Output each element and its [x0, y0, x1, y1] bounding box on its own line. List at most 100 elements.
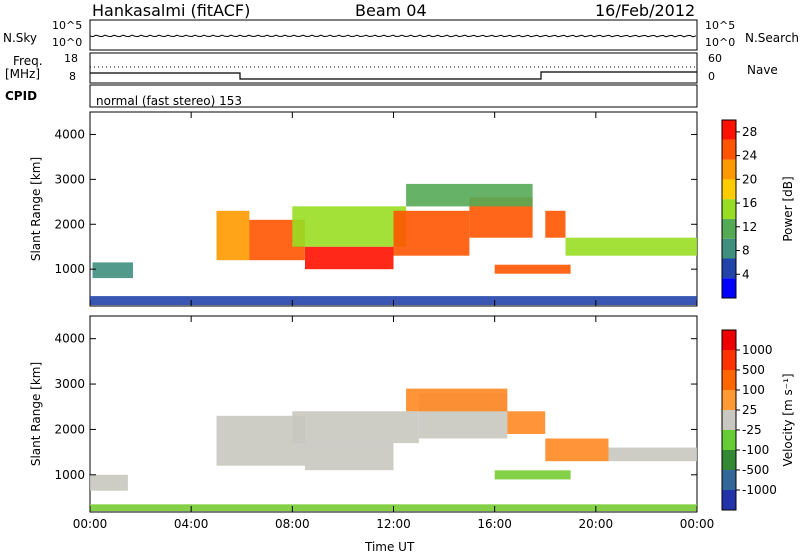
- power-band-4: [292, 206, 407, 247]
- cb-tick-label-0-0: 4: [742, 267, 750, 281]
- noise-tick-high-left: 10^5: [52, 19, 83, 32]
- power-band-8: [494, 264, 571, 274]
- y-tick-label-1-1: 2000: [54, 422, 85, 436]
- date-title: 16/Feb/2012: [595, 1, 696, 20]
- velocity-band-8: [545, 438, 609, 462]
- velocity-band-0: [90, 474, 128, 491]
- colorbar-1-swatch-5: [722, 390, 736, 410]
- power-band-7: [406, 183, 533, 207]
- y-axis-label-1: Slant Range [km]: [29, 362, 43, 466]
- cb-tick-label-0-4: 20: [742, 172, 757, 186]
- x-axis-label: Time UT: [365, 540, 415, 554]
- noise-tick-low-right: 10^0: [705, 36, 736, 49]
- cb-tick-label-1-4: -25: [742, 423, 762, 437]
- noise-panel-frame: [89, 19, 698, 51]
- x-tick-label-3: 12:00: [376, 517, 411, 531]
- cpid-value: normal (fast stereo) 153: [96, 94, 243, 108]
- colorbar-1-swatch-1: [722, 470, 736, 490]
- x-tick-label-2: 08:00: [275, 517, 310, 531]
- colorbar-0-swatch-5: [722, 179, 736, 200]
- colorbar-0-swatch-8: [722, 120, 736, 140]
- cb-tick-label-0-1: 8: [742, 244, 750, 258]
- colorbar-1-swatch-6: [722, 370, 736, 390]
- y-tick-label-0-0: 1000: [54, 262, 85, 276]
- power-band-0: [92, 262, 133, 279]
- colorbar-label-1: Velocity [m s⁻¹]: [781, 373, 795, 466]
- cb-tick-label-1-0: 1000: [742, 343, 773, 357]
- cb-tick-label-1-1: 500: [742, 363, 765, 377]
- colorbar-1-swatch-8: [722, 330, 736, 350]
- colorbar-1-swatch-3: [722, 430, 736, 450]
- cb-tick-label-1-7: -1000: [742, 483, 777, 497]
- nsearch-label: N.Search: [745, 31, 800, 45]
- colorbar-label-0: Power [dB]: [781, 176, 795, 241]
- colorbar-frame-0: [721, 119, 737, 299]
- cb-tick-label-0-5: 24: [742, 149, 757, 163]
- power-band-5: [393, 210, 470, 256]
- velocity-band-1: [216, 415, 305, 466]
- colorbar-frame-1: [721, 329, 737, 511]
- velocity-band-5: [406, 388, 508, 412]
- y-tick-label-0-2: 3000: [54, 172, 85, 186]
- cb-tick-label-0-2: 12: [742, 220, 757, 234]
- velocity-band-9: [608, 447, 697, 462]
- cb-tick-label-1-6: -500: [742, 463, 769, 477]
- x-tick-label-4: 16:00: [477, 517, 512, 531]
- velocity-heatmap: [90, 388, 697, 512]
- station-title: Hankasalmi (fitACF): [92, 1, 251, 20]
- nsky-label: N.Sky: [3, 31, 38, 45]
- colorbar-0-swatch-4: [722, 199, 736, 219]
- freq-tick-low: 8: [69, 70, 76, 83]
- axes-group: 1000 2000 3000 4000 Slant Range [km] 1000 2000…: [29, 112, 714, 531]
- x-tick-label-1: 04:00: [174, 517, 209, 531]
- freq-tick-high: 18: [64, 52, 78, 65]
- freq-unit-label: [MHz]: [5, 67, 41, 81]
- colorbar-0-swatch-1: [722, 258, 736, 279]
- y-tick-label-0-1: 2000: [54, 217, 85, 231]
- colorbar-0-swatch-7: [722, 139, 736, 160]
- velocity-band-6: [507, 411, 546, 434]
- y-tick-label-1-0: 1000: [54, 468, 85, 482]
- cb-tick-label-1-5: -100: [742, 443, 769, 457]
- freq-trace: [90, 71, 697, 80]
- freq-label: Freq.: [13, 54, 43, 68]
- cb-tick-label-0-6: 28: [742, 125, 757, 139]
- cpid-label: CPID: [5, 89, 38, 103]
- nave-tick-high: 60: [708, 52, 722, 65]
- x-tick-label-6: 00:00: [680, 517, 715, 531]
- colorbar-1-swatch-2: [722, 450, 736, 470]
- cb-tick-label-1-2: 100: [742, 383, 765, 397]
- noise-trace: [89, 34, 697, 38]
- beam-title: Beam 04: [355, 1, 427, 20]
- power-heatmap: [90, 183, 697, 306]
- noise-tick-high-right: 10^5: [705, 19, 736, 32]
- x-tick-label-5: 20:00: [579, 517, 614, 531]
- power-band-10: [565, 237, 697, 256]
- colorbar-0-swatch-0: [722, 278, 736, 298]
- velocity-band-3: [292, 411, 419, 444]
- colorbar-0-swatch-6: [722, 159, 736, 180]
- colorbar-1-swatch-4: [722, 410, 736, 430]
- colorbar-1-swatch-7: [722, 350, 736, 370]
- velocity-band-7: [494, 470, 571, 480]
- y-tick-label-0-3: 4000: [54, 127, 85, 141]
- power-band-1: [216, 210, 250, 261]
- colorbars: 4 8 12 16 20 24 28 Power [dB] 1000 500 100 25 -25 -10…: [721, 119, 795, 511]
- noise-tick-low-left: 10^0: [52, 36, 83, 49]
- velocity-band-2: [305, 443, 394, 471]
- nave-label: Nave: [747, 63, 778, 77]
- cpid-panel-frame: [89, 84, 698, 108]
- cb-tick-label-0-3: 16: [742, 196, 757, 210]
- colorbar-1-swatch-0: [722, 490, 736, 510]
- power-band-9: [545, 210, 566, 238]
- y-tick-label-1-2: 3000: [54, 377, 85, 391]
- freq-panel-frame: [89, 52, 698, 84]
- cb-tick-label-1-3: 25: [742, 403, 757, 417]
- colorbar-0-swatch-3: [722, 218, 736, 239]
- y-axis-label-0: Slant Range [km]: [29, 157, 43, 261]
- y-tick-label-1-3: 4000: [54, 332, 85, 346]
- nave-tick-low: 0: [708, 70, 715, 83]
- colorbar-0-swatch-2: [722, 238, 736, 259]
- x-tick-label-0: 00:00: [73, 517, 108, 531]
